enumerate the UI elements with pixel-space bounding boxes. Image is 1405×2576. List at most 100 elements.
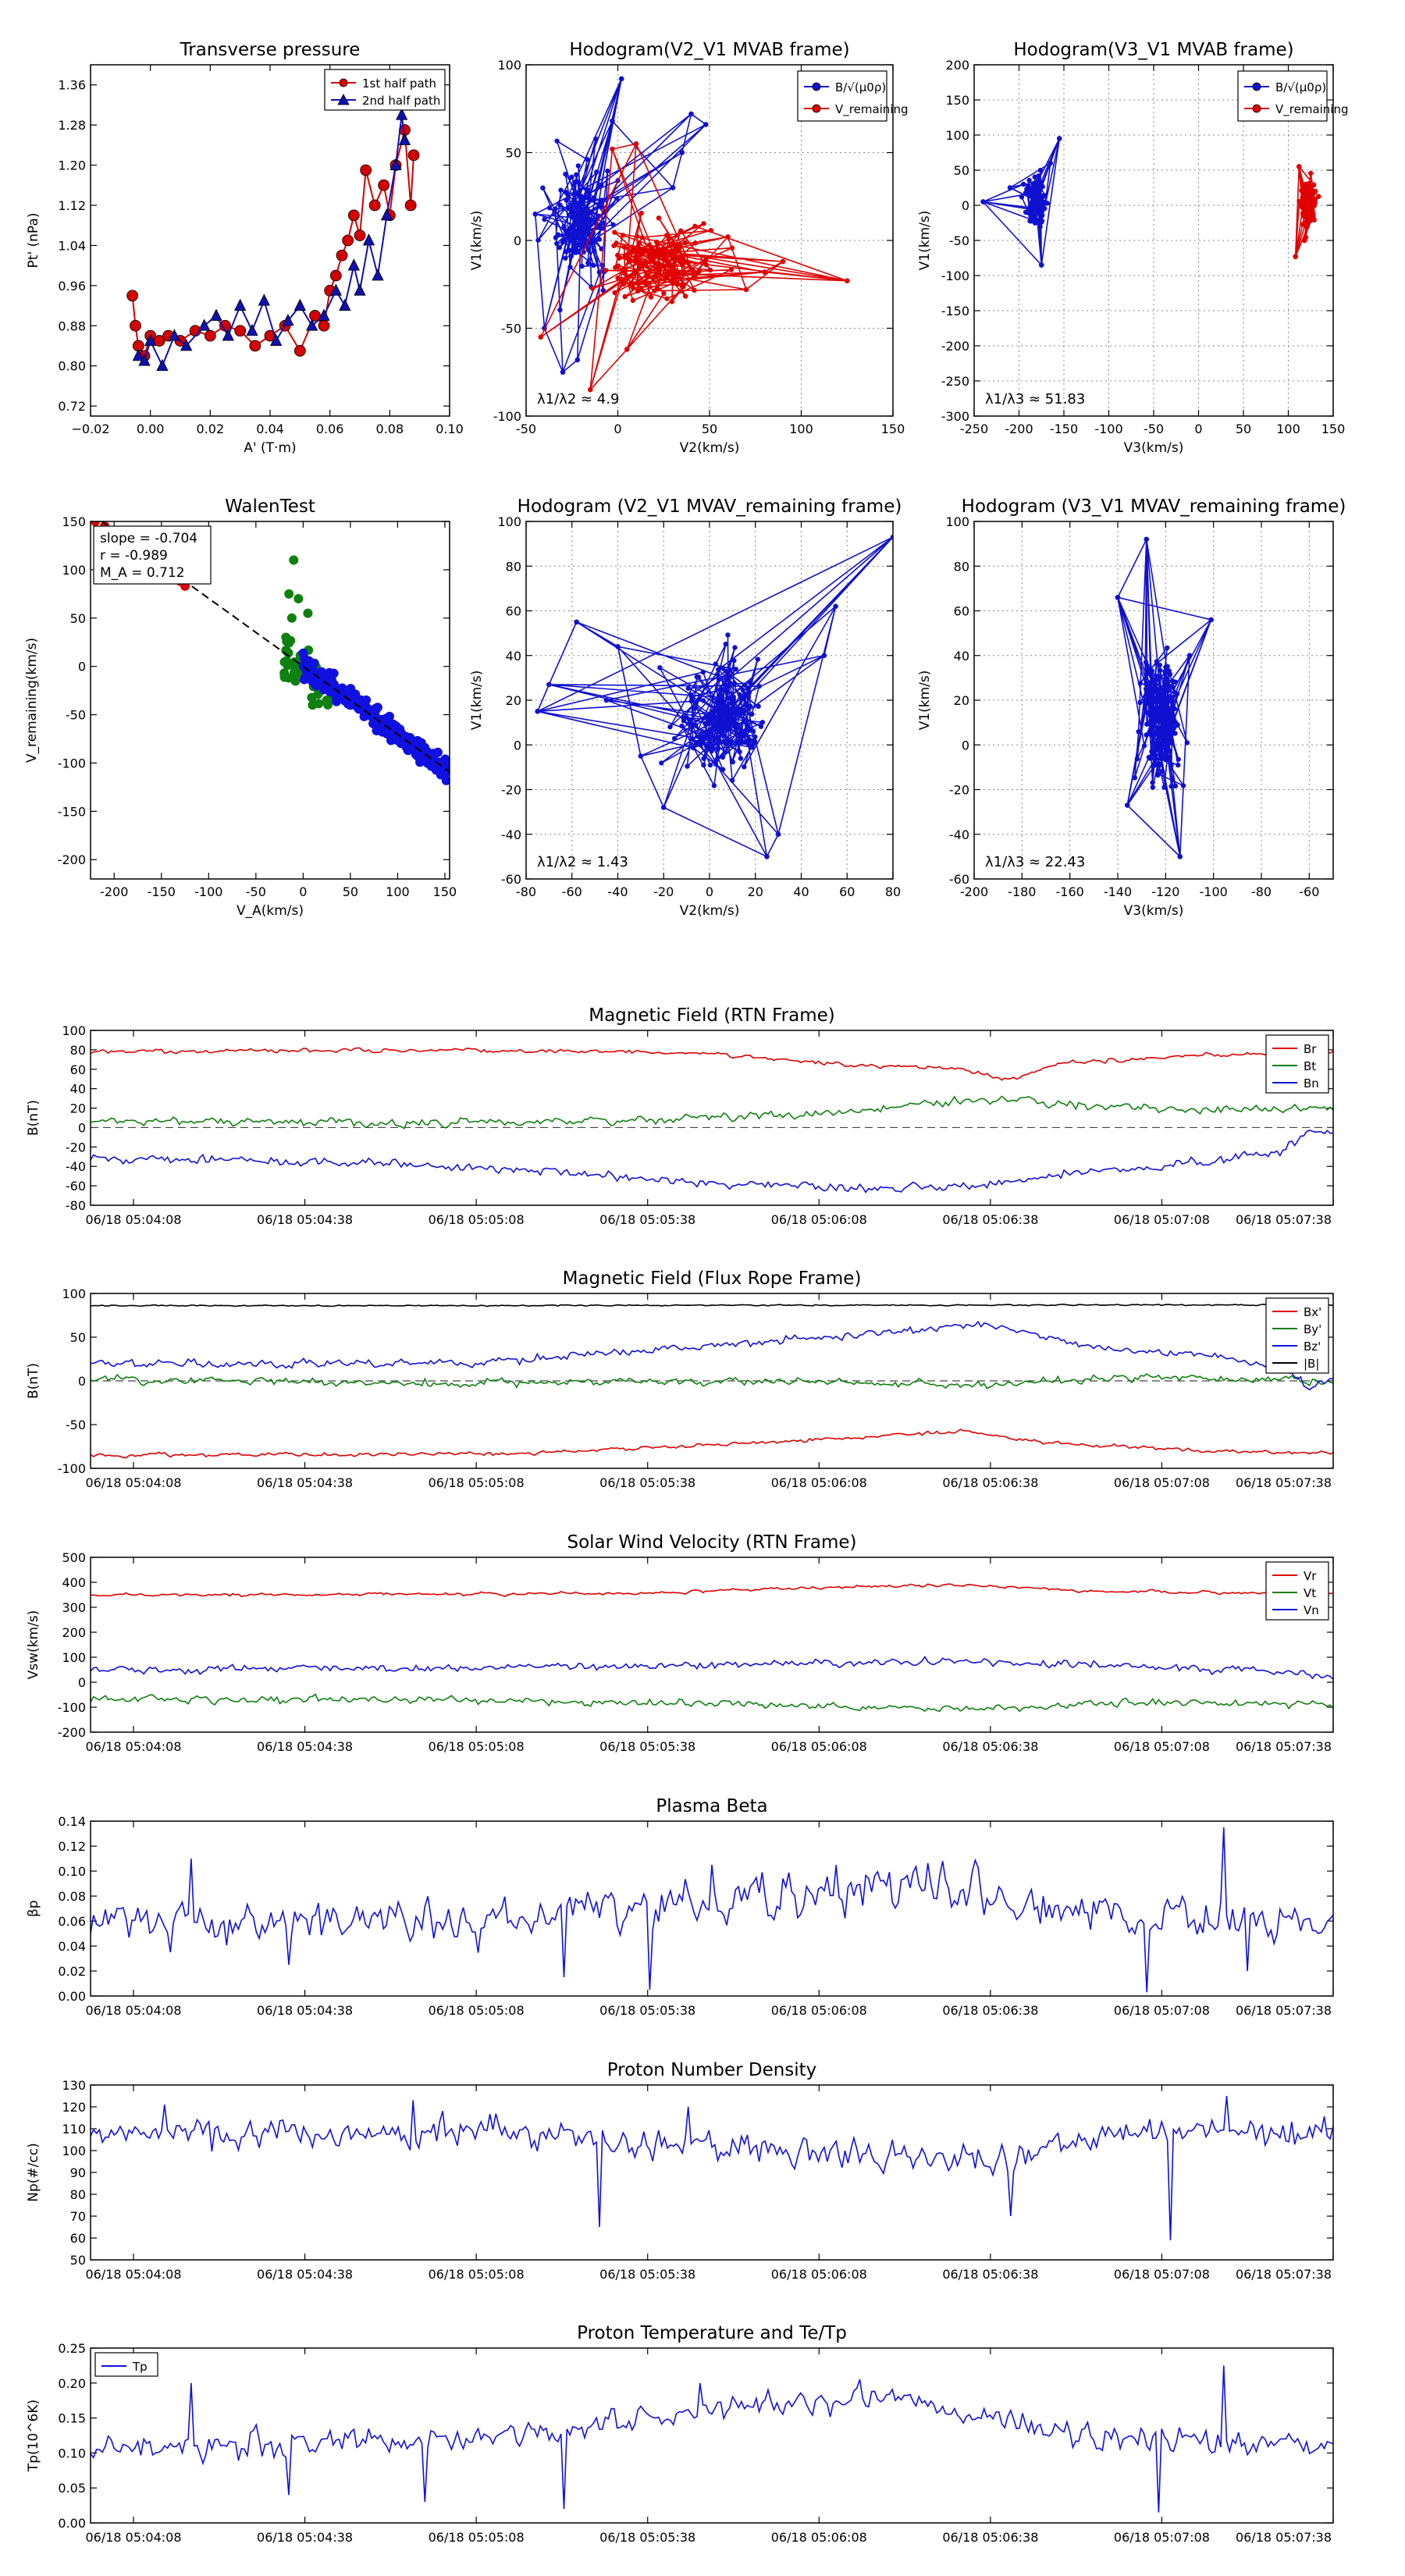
time-tick-label: 06/18 05:05:08 — [429, 2267, 525, 2282]
data-point — [354, 229, 366, 241]
y-tick-label: -20 — [949, 783, 969, 798]
y-tick-label: 0.15 — [58, 2411, 86, 2426]
data-point — [571, 222, 578, 227]
legend: B/√(μ0ρ) V_remaining — [797, 70, 909, 122]
data-point — [579, 226, 585, 232]
y-tick-label: -150 — [941, 304, 969, 318]
data-point — [589, 197, 595, 203]
data-point — [584, 229, 590, 234]
y-tick-label: 40 — [954, 649, 969, 664]
series-line — [91, 1303, 1333, 1308]
data-point — [1149, 702, 1155, 707]
data-point — [557, 202, 563, 208]
data-point — [737, 749, 742, 755]
data-point — [596, 201, 603, 208]
chart-ts_b_fr: Magnetic Field (Flux Rope Frame) -100 -50 0… — [26, 1268, 1334, 1490]
x-tick-label: 150 — [1321, 422, 1346, 436]
x-tick-label: 0.08 — [376, 422, 404, 436]
data-point — [635, 288, 641, 294]
y-tick-label: 0.00 — [58, 2516, 86, 2531]
data-point — [1158, 762, 1164, 767]
data-point — [717, 709, 723, 714]
data-point — [535, 709, 540, 714]
time-tick-label: 06/18 05:04:08 — [85, 2530, 181, 2545]
plot-frame — [90, 2347, 1334, 2524]
legend-label: Bz' — [1304, 1340, 1321, 1354]
chart-title: Plasma Beta — [656, 1796, 767, 1816]
data-point — [329, 283, 342, 296]
data-point — [293, 594, 304, 604]
data-point — [625, 251, 631, 258]
y-tick-label: 0.04 — [58, 1939, 86, 1954]
data-point — [715, 746, 720, 753]
legend-label: Vt — [1304, 1586, 1316, 1600]
y-tick-label: -40 — [949, 827, 969, 842]
y-tick-label: 80 — [70, 2187, 86, 2202]
x-tick-label: -60 — [1299, 884, 1319, 899]
data-point — [553, 206, 558, 212]
x-tick-label: -200 — [960, 884, 988, 899]
x-tick-label: 150 — [881, 422, 905, 436]
x-tick-label: -20 — [653, 884, 674, 899]
y-tick-label: 100 — [497, 514, 521, 529]
data-point — [246, 323, 258, 336]
data-point — [1057, 136, 1062, 141]
plot-area — [980, 136, 1321, 268]
data-point — [578, 209, 583, 215]
data-point — [574, 172, 579, 177]
data-point — [130, 319, 141, 332]
x-tick-label: 0.00 — [137, 422, 165, 436]
eigenvalue-ratio: λ1/λ2 ≈ 4.9 — [537, 391, 619, 407]
data-point — [567, 229, 572, 235]
data-point — [679, 150, 685, 155]
data-point — [727, 680, 733, 686]
data-point — [622, 271, 628, 276]
y-tick-label: 50 — [70, 611, 86, 626]
data-point — [668, 250, 674, 255]
data-point — [132, 348, 144, 361]
y-tick-label: 60 — [70, 2231, 86, 2246]
data-point — [564, 197, 569, 203]
data-point — [1293, 254, 1298, 259]
plot-area — [91, 2095, 1333, 2240]
data-point — [425, 750, 436, 760]
data-point — [603, 268, 609, 273]
data-point — [752, 734, 758, 740]
data-point — [1176, 762, 1181, 768]
data-point — [563, 171, 568, 177]
x-tick-label: 0 — [299, 884, 307, 899]
data-point — [744, 722, 750, 728]
data-point — [1137, 681, 1144, 686]
x-tick-label: 100 — [386, 884, 410, 899]
data-point — [685, 763, 690, 769]
data-point — [572, 180, 578, 185]
time-tick-label: 06/18 05:07:38 — [1236, 2003, 1332, 2018]
chart-title: Hodogram (V2_V1 MVAV_remaining frame) — [518, 496, 902, 517]
data-point — [720, 714, 726, 720]
data-point — [599, 182, 604, 187]
x-tick-label: 80 — [885, 884, 901, 899]
data-point — [845, 278, 850, 283]
x-tick-label: -150 — [148, 884, 176, 899]
data-point — [1172, 706, 1177, 712]
data-point — [389, 723, 399, 733]
x-tick-label: −0.02 — [71, 422, 109, 436]
time-tick-label: 06/18 05:06:38 — [942, 1212, 1038, 1227]
y-tick-label: 100 — [497, 58, 521, 73]
legend-frame — [1265, 1034, 1329, 1094]
data-point — [743, 286, 749, 293]
data-point — [620, 267, 626, 272]
data-point — [593, 136, 599, 142]
legend-label: 1st half path — [362, 76, 436, 91]
x-tick-label: -120 — [1151, 884, 1179, 899]
y-tick-label: 1.28 — [58, 118, 86, 133]
y-tick-label: -50 — [66, 1418, 86, 1432]
data-point — [674, 254, 680, 260]
data-point — [1168, 740, 1174, 745]
data-point — [653, 274, 660, 279]
y-tick-label: 40 — [506, 649, 521, 664]
legend: Bx' By' Bz' |B| — [1265, 1297, 1329, 1374]
data-point — [279, 657, 290, 667]
data-point — [362, 233, 375, 246]
